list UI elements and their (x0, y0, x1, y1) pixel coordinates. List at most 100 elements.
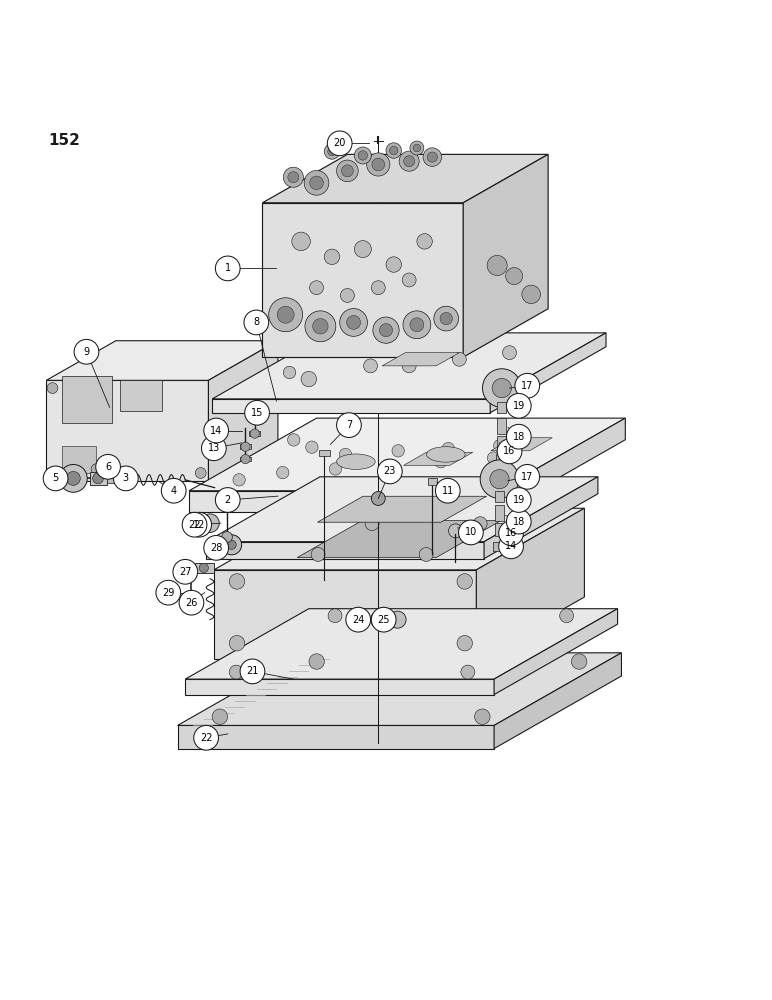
Circle shape (435, 478, 460, 503)
Polygon shape (208, 341, 278, 481)
Circle shape (457, 635, 472, 651)
Text: 3: 3 (123, 473, 129, 483)
Circle shape (161, 478, 186, 503)
Circle shape (327, 131, 352, 156)
Polygon shape (494, 653, 621, 749)
Circle shape (389, 146, 398, 155)
Bar (249, 431, 260, 436)
Circle shape (371, 492, 385, 505)
Bar (497, 418, 506, 434)
Circle shape (499, 521, 523, 546)
Circle shape (194, 725, 218, 750)
Bar (497, 402, 506, 413)
Circle shape (93, 473, 103, 484)
Circle shape (404, 156, 415, 167)
Polygon shape (484, 477, 598, 559)
Polygon shape (262, 203, 463, 357)
Text: 27: 27 (179, 567, 191, 577)
Circle shape (392, 445, 405, 457)
Circle shape (328, 609, 342, 623)
Circle shape (337, 160, 358, 182)
Polygon shape (317, 496, 486, 522)
Polygon shape (214, 508, 584, 570)
Bar (240, 444, 251, 449)
Text: 6: 6 (105, 462, 111, 472)
Circle shape (399, 151, 419, 171)
Polygon shape (214, 570, 476, 659)
Circle shape (288, 172, 299, 183)
Circle shape (506, 393, 531, 418)
Circle shape (229, 574, 245, 589)
Polygon shape (178, 725, 494, 749)
Circle shape (497, 439, 522, 464)
Circle shape (372, 158, 384, 171)
Polygon shape (189, 418, 625, 491)
Circle shape (499, 534, 523, 559)
Text: 22: 22 (200, 733, 212, 743)
Circle shape (74, 339, 99, 364)
Polygon shape (404, 452, 472, 465)
Circle shape (487, 255, 507, 275)
Polygon shape (46, 341, 278, 380)
Bar (495, 491, 504, 502)
Bar (185, 601, 196, 607)
Circle shape (354, 147, 371, 164)
Circle shape (305, 311, 336, 342)
Circle shape (66, 471, 80, 485)
Circle shape (571, 654, 587, 669)
Circle shape (222, 532, 232, 542)
Bar (493, 542, 506, 551)
Circle shape (204, 536, 229, 560)
Polygon shape (463, 154, 548, 357)
Polygon shape (490, 333, 606, 413)
Polygon shape (185, 679, 494, 695)
Text: 20: 20 (334, 138, 346, 148)
Circle shape (522, 285, 540, 304)
Circle shape (292, 232, 310, 251)
Polygon shape (189, 491, 498, 512)
Circle shape (354, 241, 371, 258)
Polygon shape (178, 653, 621, 725)
Bar (62, 376, 112, 423)
Circle shape (240, 659, 265, 684)
Text: 152: 152 (49, 133, 80, 148)
Circle shape (506, 424, 531, 449)
Circle shape (47, 468, 58, 478)
Circle shape (277, 306, 294, 323)
Bar (496, 454, 508, 464)
Text: 17: 17 (521, 472, 533, 482)
Circle shape (222, 535, 242, 555)
Circle shape (364, 359, 378, 373)
Circle shape (229, 635, 245, 651)
Circle shape (337, 413, 361, 437)
Circle shape (276, 466, 289, 479)
Circle shape (309, 654, 324, 669)
Circle shape (187, 512, 212, 537)
Circle shape (440, 312, 452, 325)
Circle shape (212, 709, 228, 724)
Circle shape (47, 383, 58, 393)
Circle shape (43, 466, 68, 491)
Circle shape (283, 167, 303, 187)
Text: 18: 18 (513, 517, 525, 527)
Polygon shape (212, 399, 490, 413)
Bar (497, 436, 506, 448)
Circle shape (386, 257, 401, 272)
Circle shape (475, 709, 490, 724)
Polygon shape (476, 508, 584, 659)
Circle shape (403, 311, 431, 339)
Circle shape (506, 509, 531, 534)
Circle shape (324, 249, 340, 265)
Circle shape (417, 234, 432, 249)
Circle shape (329, 463, 341, 475)
Circle shape (245, 400, 269, 425)
Polygon shape (46, 380, 208, 481)
Ellipse shape (337, 454, 375, 469)
Text: 2: 2 (225, 495, 231, 505)
Polygon shape (262, 154, 548, 203)
Circle shape (487, 452, 499, 464)
Circle shape (482, 369, 521, 407)
Circle shape (201, 514, 219, 532)
Text: 16: 16 (503, 446, 516, 456)
Bar (62, 446, 96, 473)
